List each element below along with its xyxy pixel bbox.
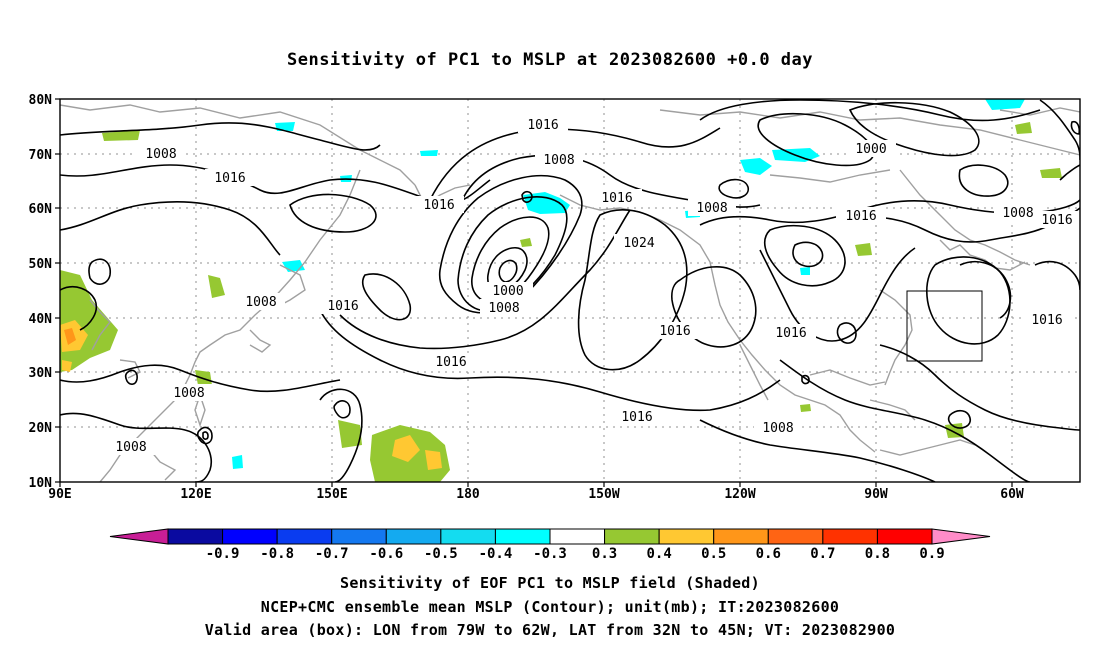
colorbar-label: -0.9 (206, 546, 240, 562)
contour-label: 1016 (659, 324, 690, 339)
colorbar: -0.9 -0.8 -0.7 -0.6 -0.5 -0.4 -0.3 0.3 0.4 0.5 0.6… (109, 528, 991, 562)
contour-label: 1008 (1002, 206, 1033, 221)
contour-label: 1000 (492, 284, 523, 299)
colorbar-label: 0.6 (756, 546, 781, 562)
contour-label: 1016 (527, 118, 558, 133)
colorbar-segment (440, 528, 496, 545)
valid-area-box (906, 290, 983, 362)
longitude-labels: 90E 120E 150E 180 150W 120W 90W 60W (48, 487, 1024, 502)
grid-lines (60, 99, 1080, 482)
colorbar-label: -0.3 (533, 546, 567, 562)
colorbar-segment (385, 528, 442, 545)
colorbar-segment (494, 528, 551, 545)
lat-label: 80N (29, 93, 53, 108)
colorbar-segment (331, 528, 387, 545)
contour-label: 1016 (1041, 213, 1072, 228)
contour-label: 1000 (855, 142, 886, 157)
lon-label: 90W (864, 487, 888, 502)
lon-label: 60W (1000, 487, 1024, 502)
map-border (59, 98, 1081, 483)
contour-label: 1008 (543, 153, 574, 168)
colorbar-label: -0.8 (260, 546, 294, 562)
caption-shading: Sensitivity of EOF PC1 to MSLP field (Sh… (340, 574, 760, 592)
colorbar-segment (658, 528, 715, 545)
colorbar-label: 0.9 (919, 546, 944, 562)
contour-label: 1008 (173, 386, 204, 401)
colorbar-label: 0.7 (810, 546, 835, 562)
lat-label: 50N (29, 257, 53, 272)
contour-label: 1016 (601, 191, 632, 206)
lat-label: 60N (29, 202, 53, 217)
colorbar-segment (767, 528, 824, 545)
contour-label: 1008 (115, 440, 146, 455)
lon-label: 90E (48, 487, 71, 502)
colorbar-label: 0.8 (865, 546, 890, 562)
colorbar-label: -0.6 (369, 546, 403, 562)
contour-label: 1008 (245, 295, 276, 310)
contour-label: 1016 (423, 198, 454, 213)
caption-contour: NCEP+CMC ensemble mean MSLP (Contour); u… (260, 598, 840, 616)
contour-label: 1016 (775, 326, 806, 341)
colorbar-label: -0.7 (315, 546, 349, 562)
lat-label: 20N (29, 421, 53, 436)
colorbar-label: 0.4 (646, 546, 671, 562)
colorbar-segment (167, 528, 224, 545)
contour-label: 1016 (435, 355, 466, 370)
colorbar-segment (109, 528, 169, 545)
contour-label: 1016 (621, 410, 652, 425)
lon-label: 120W (724, 487, 755, 502)
lon-label: 120E (180, 487, 211, 502)
contour-label: 1008 (762, 421, 793, 436)
lon-label: 180 (456, 487, 480, 502)
lat-label: 30N (29, 366, 53, 381)
lat-label: 70N (29, 148, 53, 163)
colorbar-segment (822, 528, 878, 545)
contour-label: 1008 (488, 301, 519, 316)
axis-ticks (55, 98, 1013, 487)
colorbar-segment (876, 528, 933, 545)
lat-label: 10N (29, 476, 53, 491)
contour-labels: 1016 1008 1000 1016 1008 1016 1016 1008 … (107, 116, 1080, 455)
contour-label: 1008 (145, 147, 176, 162)
contour-label: 1016 (845, 209, 876, 224)
colorbar-label: 0.3 (592, 546, 617, 562)
colorbar-segment (713, 528, 769, 545)
contour-label: 1016 (327, 299, 358, 314)
colorbar-label: -0.4 (479, 546, 513, 562)
contour-label: 1008 (696, 201, 727, 216)
contour-label: 1024 (623, 236, 654, 251)
coastlines (60, 104, 1080, 482)
mslp-contours (60, 99, 1080, 482)
colorbar-segment (549, 528, 606, 545)
contour-label: 1016 (1031, 313, 1062, 328)
colorbar-segment (931, 528, 991, 545)
caption-valid-area: Valid area (box): LON from 79W to 62W, L… (204, 621, 896, 639)
colorbar-segment (604, 528, 660, 545)
colorbar-segment (276, 528, 333, 545)
lat-label: 40N (29, 312, 53, 327)
latitude-labels: 80N 70N 60N 50N 40N 30N 20N 10N (29, 93, 53, 491)
colorbar-label: -0.5 (424, 546, 458, 562)
lon-label: 150W (588, 487, 619, 502)
contour-label: 1016 (214, 171, 245, 186)
colorbar-label: 0.5 (701, 546, 726, 562)
page-title: Sensitivity of PC1 to MSLP at 2023082600… (286, 50, 813, 70)
colorbar-segment (222, 528, 278, 545)
lon-label: 150E (316, 487, 347, 502)
